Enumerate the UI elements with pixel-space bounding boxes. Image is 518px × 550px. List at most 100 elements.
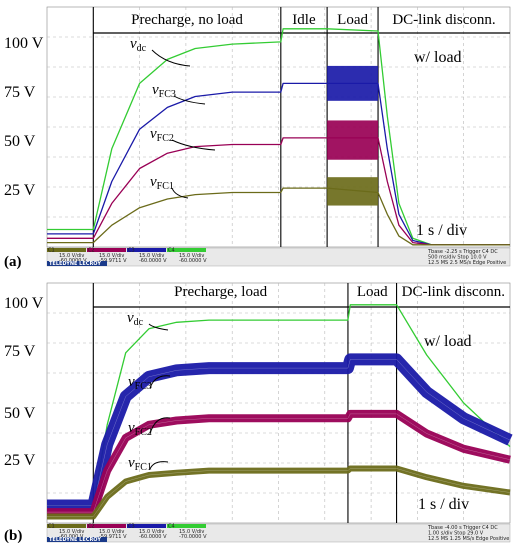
series-label-v-fc3: vFC3 — [152, 82, 176, 100]
series-labels-b: vdc vFC3 vFC2 vFC1 — [127, 310, 171, 473]
channel-color-bar — [87, 524, 126, 528]
y-tick-label: 100 V — [4, 295, 44, 312]
series-label-v-dc: vdc — [130, 36, 147, 54]
phase-label: Load — [337, 12, 368, 28]
series-b — [47, 304, 513, 520]
channel-scale: 15.0 V/div — [139, 529, 164, 535]
channel-color-bar — [167, 248, 206, 252]
channel-box-c2: C2 15.0 V/div-59.9711 V — [87, 248, 127, 264]
series-label-v-fc1: vFC1 — [150, 174, 174, 192]
time-per-div-a: 1 s / div — [416, 222, 467, 239]
trace-v-dc — [47, 28, 510, 246]
channel-offset: -59.9711 V — [99, 534, 127, 540]
label-leader — [148, 323, 169, 331]
label-leader — [171, 139, 216, 151]
phase-label: DC-link disconn. — [392, 12, 495, 28]
phase-note-b: w/ load — [424, 333, 472, 350]
time-per-div-b: 1 s / div — [418, 496, 469, 513]
brand-logo-text: TELEDYNE LECROY — [49, 537, 101, 543]
label-leader — [171, 187, 189, 199]
series-label-v-fc2: vFC2 — [128, 420, 152, 438]
channel-scale: 15.0 V/div — [179, 253, 204, 259]
trace-v-fc1 — [47, 187, 510, 246]
y-tick-label: 50 V — [4, 133, 36, 150]
channel-name: C3 — [128, 524, 135, 530]
channel-box-c4: C4 15.0 V/div-60.0000 V — [167, 248, 207, 264]
channel-name: C2 — [88, 248, 95, 254]
channel-color-bar — [47, 524, 86, 528]
label-leader — [149, 461, 169, 470]
phase-label: Precharge, load — [174, 284, 268, 300]
y-ticks-b: 100 V 75 V 50 V 25 V — [4, 295, 44, 469]
panel-a: 100 V 75 V 50 V 25 V Precharge, no load Idle… — [4, 6, 511, 270]
phase-label: Precharge, no load — [131, 12, 243, 28]
timebase-info: 12.5 MS 2.5 MS/s Edge Positive — [428, 260, 506, 266]
brand-bar — [47, 261, 107, 266]
phase-label: Idle — [292, 12, 316, 28]
trace-v-dc — [47, 304, 511, 507]
label-leader — [149, 417, 171, 435]
timebase-info: 12.5 MS 1.25 MS/s Edge Positive — [428, 536, 509, 542]
trace-v-fc3 — [47, 82, 510, 246]
series-label-v-fc3: vFC3 — [128, 374, 152, 392]
channel-color-bar — [127, 248, 166, 252]
channel-box-c3: C3 15.0 V/div-60.0000 V — [127, 524, 167, 540]
trace-v-fc2 — [47, 137, 510, 246]
channel-scale: 15.0 V/div — [179, 529, 204, 535]
phase-label: Load — [357, 284, 388, 300]
phase-labels-b: Precharge, load Load DC-link disconn. — [174, 284, 505, 300]
channel-offset: -60.0000 V — [139, 534, 167, 540]
channel-scale: 15.0 V/div — [59, 253, 84, 259]
y-tick-label: 50 V — [4, 405, 36, 422]
trace-v-fc1 — [47, 465, 511, 520]
trace-core — [47, 359, 511, 506]
label-leader — [149, 375, 171, 389]
noise-band-v-fc2 — [327, 120, 379, 160]
channel-color-bar — [167, 524, 206, 528]
trace-v-fc3 — [47, 353, 513, 512]
y-ticks-a: 100 V 75 V 50 V 25 V — [4, 35, 44, 199]
phase-labels-a: Precharge, no load Idle Load DC-link discon… — [131, 12, 496, 28]
timebase-info: 500 ms/div Stop 10.0 V — [428, 255, 487, 261]
panel-b: 100 V 75 V 50 V 25 V Precharge, load Load DC-… — [4, 282, 513, 544]
channel-name: C4 — [168, 248, 175, 254]
channel-box-c2: C2 15.0 V/div-59.9711 V — [87, 524, 127, 540]
channel-scale: 15.0 V/div — [99, 529, 124, 535]
channel-scale: 15.0 V/div — [59, 529, 84, 535]
footer-bg — [46, 523, 511, 543]
series-label-v-dc: vdc — [127, 310, 144, 328]
y-tick-label: 25 V — [4, 182, 36, 199]
y-tick-label: 25 V — [4, 452, 36, 469]
series-a — [47, 28, 510, 246]
y-tick-label: 100 V — [4, 35, 44, 52]
channel-scale: 15.0 V/div — [99, 253, 124, 259]
channel-offset: -60.0000 V — [139, 258, 167, 264]
channel-name: C2 — [88, 524, 95, 530]
timebase-info: 1.00 s/div Stop 29.0 V — [428, 531, 484, 537]
channel-offset: -59.9711 V — [99, 258, 127, 264]
phase-note-a: w/ load — [414, 49, 462, 66]
channel-box-c4: C4 15.0 V/div-70.0000 V — [167, 524, 207, 540]
channel-offset: -60.0000 V — [179, 258, 207, 264]
channel-color-bar — [87, 248, 126, 252]
series-label-v-fc1: vFC1 — [128, 455, 152, 473]
footer-bg — [46, 247, 511, 267]
channel-offset: -70.0000 V — [179, 534, 207, 540]
label-leader — [151, 49, 191, 67]
y-tick-label: 75 V — [4, 84, 36, 101]
channel-name: C1 — [48, 524, 55, 530]
brand-logo-text: TELEDYNE LECROY — [49, 261, 101, 267]
panel-label-b: (b) — [4, 528, 22, 544]
channel-scale: 15.0 V/div — [139, 253, 164, 259]
label-leader — [173, 95, 206, 105]
trace-core — [47, 468, 511, 517]
timebase-info: Tbase -2.25 s Trigger C4 DC — [427, 249, 498, 255]
channel-name: C4 — [168, 524, 175, 530]
series-label-v-fc2: vFC2 — [150, 126, 174, 144]
channel-name: C3 — [128, 248, 135, 254]
series-labels-a: vdc vFC3 vFC2 vFC1 — [130, 36, 216, 199]
phase-label: DC-link disconn. — [402, 284, 505, 300]
y-tick-label: 75 V — [4, 343, 36, 360]
